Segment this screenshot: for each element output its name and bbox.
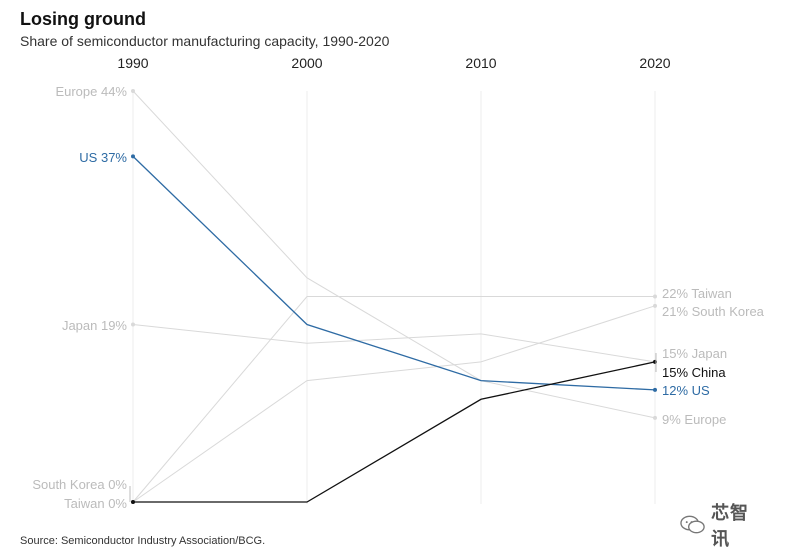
watermark: 芯智讯 [680, 503, 766, 549]
x-tick-label-1990: 1990 [117, 55, 148, 71]
series-line-europe [132, 90, 656, 419]
label-2020-china: 15% China [662, 365, 726, 380]
series-line-japan [132, 324, 656, 363]
series-line-china [133, 361, 656, 503]
label-2020-europe: 9% Europe [662, 412, 726, 427]
point-taiwan-2020 [653, 294, 657, 299]
series-line-southkorea [132, 305, 656, 503]
label-2020-southkorea: 21% South Korea [662, 304, 765, 319]
point-japan-1990 [131, 322, 135, 327]
label-1990-taiwan: Taiwan 0% [64, 496, 127, 511]
point-us-2020 [653, 387, 657, 392]
label-1990-japan: Japan 19% [62, 318, 127, 333]
chat-bubble-icon [680, 515, 705, 534]
x-tick-label-2020: 2020 [639, 55, 670, 71]
label-1990-europe: Europe 44% [55, 84, 127, 99]
label-2020-us: 12% US [662, 383, 710, 398]
x-tick-label-2010: 2010 [465, 55, 496, 71]
x-tick-label-2000: 2000 [291, 55, 322, 71]
series-line-us [132, 155, 656, 391]
point-europe-1990 [131, 89, 135, 93]
label-2020-japan: 15% Japan [662, 346, 727, 361]
point-europe-2020 [653, 415, 657, 420]
label-1990-us: US 37% [79, 150, 127, 165]
point-china-1990 [131, 500, 135, 504]
point-us-1990 [131, 154, 135, 159]
source-note: Source: Semiconductor Industry Associati… [20, 535, 266, 547]
label-2020-taiwan: 22% Taiwan [662, 286, 732, 301]
series-line-taiwan [132, 296, 655, 503]
point-southkorea-2020 [653, 303, 657, 308]
watermark-text: 芯智讯 [711, 503, 750, 549]
chart-subtitle: Share of semiconductor manufacturing cap… [20, 33, 390, 49]
label-1990-southkorea: South Korea 0% [32, 477, 127, 492]
chart-title: Losing ground [20, 9, 146, 29]
